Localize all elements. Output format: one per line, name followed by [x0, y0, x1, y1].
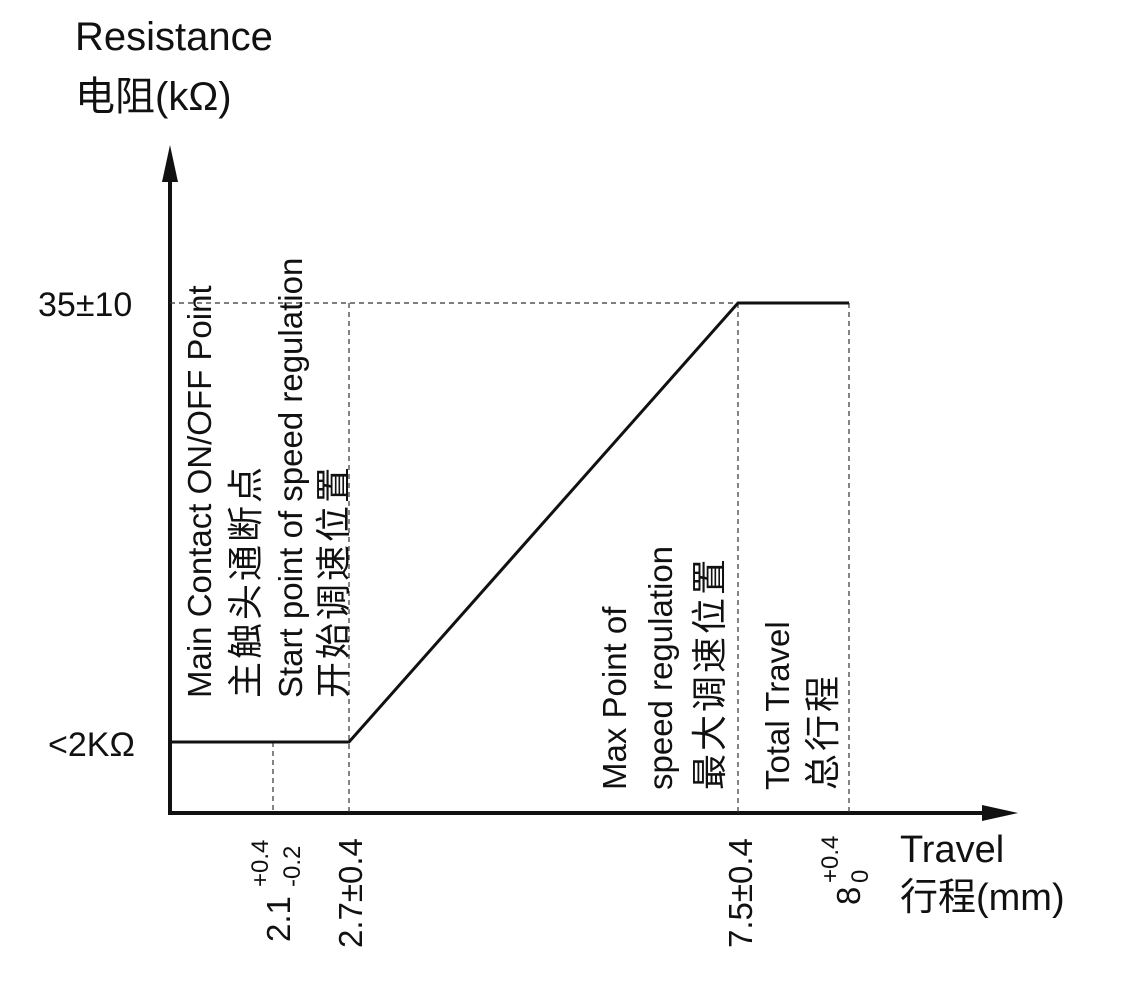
annotation-max-speed-cn: 最大调速位置	[689, 556, 730, 790]
x-tick-2-1-lower-tol: -0.2	[279, 846, 306, 887]
annotation-start-speed-en: Start point of speed regulation	[272, 258, 309, 698]
x-tick-8-upper-tol: +0.4	[817, 836, 844, 883]
annotation-total-travel-cn: 总行程	[802, 673, 843, 790]
x-tick-2-1-upper-tol: +0.4	[247, 840, 274, 887]
x-axis-arrowhead	[982, 805, 1018, 821]
annotation-main-contact-cn: 主触头通断点	[225, 464, 266, 698]
y-axis-arrowhead	[162, 145, 178, 182]
x-axis-title-en: Travel	[900, 829, 1004, 871]
y-axis-title-cn: 电阻(kΩ)	[75, 75, 232, 119]
y-tick-high: 35±10	[38, 286, 132, 324]
x-axis-title-cn: 行程(mm)	[900, 877, 1065, 919]
x-tick-2-1-base: 2.1	[260, 896, 297, 942]
x-tick-8-lower-tol: 0	[847, 870, 874, 883]
x-tick-2-1: 2.1 +0.4 -0.2	[247, 840, 306, 942]
resistance-curve	[170, 301, 849, 744]
annotation-max-speed-en2: speed regulation	[642, 546, 679, 790]
x-tick-2-7: 2.7±0.4	[332, 838, 369, 948]
annotation-start-speed-cn: 开始调速位置	[313, 464, 354, 698]
y-tick-low: <2KΩ	[48, 726, 135, 764]
x-tick-8-base: 8	[830, 887, 867, 905]
annotation-main-contact-en: Main Contact ON/OFF Point	[181, 285, 218, 698]
y-axis-title-en: Resistance	[75, 15, 273, 59]
x-tick-7-5: 7.5±0.4	[722, 838, 759, 948]
x-tick-8: 8 +0.4 0	[817, 836, 874, 905]
annotation-total-travel-en: Total Travel	[759, 621, 796, 790]
annotation-max-speed-en1: Max Point of	[596, 606, 633, 790]
